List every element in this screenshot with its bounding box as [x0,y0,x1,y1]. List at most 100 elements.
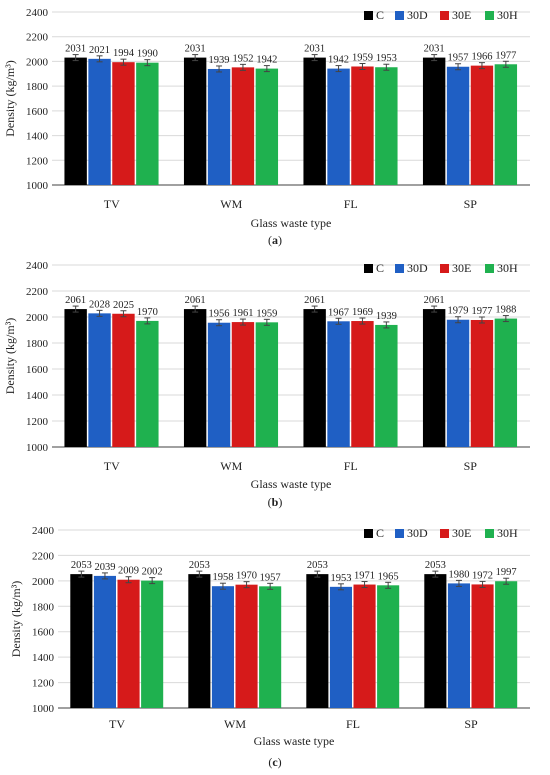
y-tick-label: 1600 [26,106,49,118]
y-tick-label: 1000 [32,703,55,715]
legend-swatch-30E [440,264,449,273]
data-label: 1961 [232,308,253,319]
bar-C-WM [183,57,207,186]
bar-30D-FL [327,321,350,447]
y-tick-label: 1200 [26,155,49,167]
data-label: 2061 [424,295,445,306]
bar-30E-SP [471,584,494,708]
x-tick-label: TV [104,459,120,473]
data-label: 1988 [495,305,516,316]
bar-30H-SP [494,318,518,447]
bar-30D-WM [211,586,234,708]
bar-30D-TV [93,575,116,708]
bar-C-SP [424,574,447,708]
bar-30H-WM [255,68,279,185]
data-label: 2031 [185,44,206,55]
legend-label-C: C [376,526,384,540]
data-label: 1939 [209,55,230,66]
data-label: 1942 [328,55,349,66]
y-axis-label: Density (kg/m³) [9,581,23,658]
y-tick-label: 2000 [32,576,55,588]
legend-swatch-30H [485,529,494,538]
data-label: 2053 [307,560,328,571]
data-label: 2025 [113,300,134,311]
bar-30E-FL [353,584,376,708]
y-tick-label: 1200 [32,678,55,690]
y-tick-label: 1000 [26,442,49,454]
bar-30E-TV [112,313,135,447]
bar-C-TV [64,57,87,186]
data-label: 2021 [89,45,110,56]
y-tick-label: 2200 [32,550,55,562]
data-label: 2039 [94,562,115,573]
bar-C-SP [422,309,446,447]
x-tick-label: SP [464,459,478,473]
data-label: 1957 [448,53,469,64]
data-label: 1969 [352,307,373,318]
legend-label-30D: 30D [407,526,428,540]
x-tick-label: TV [109,717,125,731]
y-tick-label: 2400 [32,525,55,537]
data-label: 2009 [118,566,139,577]
bar-C-WM [188,574,211,708]
y-axis-label: Density (kg/m³) [3,318,17,395]
bar-C-FL [303,57,326,186]
legend-swatch-C [364,264,373,273]
x-axis-label: Glass waste type [251,477,332,491]
legend-swatch-30H [485,264,494,273]
bar-30D-FL [329,586,352,708]
legend-label-30D: 30D [407,8,428,22]
data-label: 1953 [330,573,351,584]
legend-label-30H: 30H [497,8,518,22]
bar-C-TV [70,574,93,708]
chart-panel-3: 1000 1200 1400 1600 1800 2000 2200 2400 Density … [9,525,530,769]
bar-30D-TV [88,58,111,185]
chart-panel-1: 1000 1200 1400 1600 1800 2000 2200 2400 Density … [3,7,530,247]
y-axis-label: Density (kg/m³) [3,60,17,137]
legend-label-30D: 30D [407,261,428,275]
y-tick-label: 2400 [26,260,49,272]
data-label: 2053 [71,560,92,571]
y-tick-label: 1800 [32,601,55,613]
bar-30D-SP [446,66,470,185]
x-axis-label: Glass waste type [251,216,332,230]
bar-30E-SP [470,65,494,185]
bar-30E-WM [231,322,255,447]
legend-label-30E: 30E [452,8,471,22]
data-label: 1990 [137,49,158,60]
x-axis-label: Glass waste type [254,734,335,748]
y-tick-label: 2200 [26,32,49,44]
bar-30E-WM [235,584,258,708]
panel-caption: (c) [268,755,281,769]
chart-panel-2: 1000 1200 1400 1600 1800 2000 2200 2400 Density … [3,260,530,509]
bar-30H-WM [255,322,279,447]
data-label: 2028 [89,299,110,310]
legend-label-30H: 30H [497,261,518,275]
legend: C 30D 30E 30H [364,8,518,22]
bar-30D-SP [447,583,470,708]
bar-30H-FL [375,324,398,447]
data-label: 1957 [260,572,281,583]
y-tick-label: 1400 [26,131,49,143]
data-label: 1970 [137,307,158,318]
data-label: 2002 [142,567,163,578]
bar-30E-WM [231,67,255,185]
data-label: 1977 [471,306,492,317]
bar-30H-FL [375,67,398,185]
y-tick-label: 1800 [26,338,49,350]
bar-30D-FL [327,68,350,185]
data-label: 1997 [496,567,517,578]
data-label: 1977 [495,50,516,61]
bar-30H-FL [377,585,400,708]
bar-30E-TV [117,579,140,708]
bar-30H-TV [136,320,159,447]
legend-swatch-30E [440,529,449,538]
data-label: 2053 [189,560,210,571]
x-tick-label: SP [464,717,478,731]
x-tick-label: WM [224,717,246,731]
y-tick-label: 1800 [26,81,49,93]
panel-caption: (b) [268,495,283,509]
legend-label-C: C [376,261,384,275]
data-label: 1970 [236,571,257,582]
